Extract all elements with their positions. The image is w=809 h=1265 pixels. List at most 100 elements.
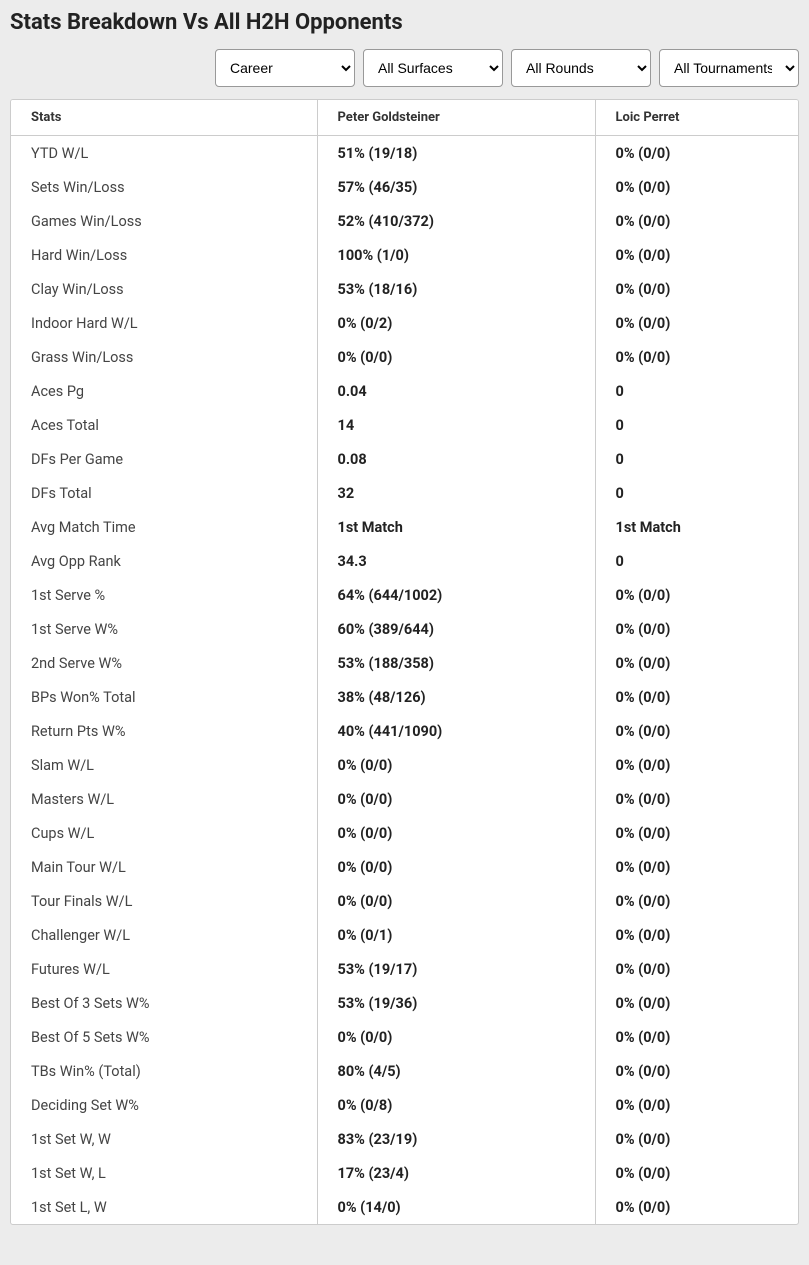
filter-surfaces-select[interactable]: All Surfaces	[363, 49, 503, 87]
stat-value-player2: 0% (0/0)	[595, 272, 798, 306]
col-header-player2: Loic Perret	[595, 100, 798, 136]
stat-value-player2: 0	[595, 374, 798, 408]
filter-tournaments-select[interactable]: All Tournaments	[659, 49, 799, 87]
stat-value-player2: 0% (0/0)	[595, 578, 798, 612]
table-row: 1st Serve W%60% (389/644)0% (0/0)	[11, 612, 798, 646]
table-row: TBs Win% (Total)80% (4/5)0% (0/0)	[11, 1054, 798, 1088]
stat-value-player1: 0% (0/0)	[317, 748, 595, 782]
stat-value-player2: 0% (0/0)	[595, 646, 798, 680]
table-row: Deciding Set W%0% (0/8)0% (0/0)	[11, 1088, 798, 1122]
table-row: Avg Match Time1st Match1st Match	[11, 510, 798, 544]
stat-label: DFs Total	[11, 476, 317, 510]
stat-label: Futures W/L	[11, 952, 317, 986]
stat-value-player2: 0% (0/0)	[595, 340, 798, 374]
stats-table-wrap: Stats Peter Goldsteiner Loic Perret YTD …	[10, 99, 799, 1225]
table-row: 1st Set L, W0% (14/0)0% (0/0)	[11, 1190, 798, 1224]
stat-label: Cups W/L	[11, 816, 317, 850]
stat-value-player2: 0	[595, 442, 798, 476]
filter-career-select[interactable]: Career	[215, 49, 355, 87]
stat-label: Indoor Hard W/L	[11, 306, 317, 340]
stat-label: 1st Serve W%	[11, 612, 317, 646]
table-row: Best Of 3 Sets W%53% (19/36)0% (0/0)	[11, 986, 798, 1020]
table-row: 1st Serve %64% (644/1002)0% (0/0)	[11, 578, 798, 612]
stat-label: Avg Opp Rank	[11, 544, 317, 578]
stats-tbody: YTD W/L51% (19/18)0% (0/0)Sets Win/Loss5…	[11, 136, 798, 1225]
stat-value-player2: 0% (0/0)	[595, 850, 798, 884]
filters-row: Career All Surfaces All Rounds All Tourn…	[10, 49, 799, 87]
page-title: Stats Breakdown Vs All H2H Opponents	[10, 10, 799, 35]
stat-value-player1: 57% (46/35)	[317, 170, 595, 204]
stat-value-player2: 0% (0/0)	[595, 884, 798, 918]
table-row: BPs Won% Total38% (48/126)0% (0/0)	[11, 680, 798, 714]
stat-value-player2: 0% (0/0)	[595, 1156, 798, 1190]
table-row: Tour Finals W/L0% (0/0)0% (0/0)	[11, 884, 798, 918]
stat-value-player1: 60% (389/644)	[317, 612, 595, 646]
stat-value-player1: 53% (19/17)	[317, 952, 595, 986]
stat-value-player2: 0% (0/0)	[595, 136, 798, 171]
stat-value-player1: 0% (0/8)	[317, 1088, 595, 1122]
stat-value-player2: 0% (0/0)	[595, 238, 798, 272]
table-row: Indoor Hard W/L0% (0/2)0% (0/0)	[11, 306, 798, 340]
table-row: Aces Pg0.040	[11, 374, 798, 408]
stat-label: Slam W/L	[11, 748, 317, 782]
stat-label: Avg Match Time	[11, 510, 317, 544]
table-row: Main Tour W/L0% (0/0)0% (0/0)	[11, 850, 798, 884]
stat-label: Main Tour W/L	[11, 850, 317, 884]
filter-rounds-select[interactable]: All Rounds	[511, 49, 651, 87]
stat-value-player1: 80% (4/5)	[317, 1054, 595, 1088]
col-header-player1: Peter Goldsteiner	[317, 100, 595, 136]
stat-label: Games Win/Loss	[11, 204, 317, 238]
stat-value-player1: 0% (0/0)	[317, 1020, 595, 1054]
stat-value-player1: 38% (48/126)	[317, 680, 595, 714]
stat-value-player1: 52% (410/372)	[317, 204, 595, 238]
stat-value-player1: 53% (188/358)	[317, 646, 595, 680]
stat-value-player2: 0% (0/0)	[595, 1054, 798, 1088]
stat-value-player1: 83% (23/19)	[317, 1122, 595, 1156]
table-row: Futures W/L53% (19/17)0% (0/0)	[11, 952, 798, 986]
stat-value-player2: 0% (0/0)	[595, 1190, 798, 1224]
stat-value-player2: 0% (0/0)	[595, 782, 798, 816]
table-row: Slam W/L0% (0/0)0% (0/0)	[11, 748, 798, 782]
stat-value-player1: 0% (0/0)	[317, 884, 595, 918]
stat-label: Clay Win/Loss	[11, 272, 317, 306]
stat-label: Aces Total	[11, 408, 317, 442]
table-row: DFs Total320	[11, 476, 798, 510]
stat-value-player1: 32	[317, 476, 595, 510]
stat-label: Challenger W/L	[11, 918, 317, 952]
table-row: Sets Win/Loss57% (46/35)0% (0/0)	[11, 170, 798, 204]
stat-value-player1: 0% (0/0)	[317, 340, 595, 374]
table-row: Return Pts W%40% (441/1090)0% (0/0)	[11, 714, 798, 748]
stat-label: Aces Pg	[11, 374, 317, 408]
stat-label: TBs Win% (Total)	[11, 1054, 317, 1088]
stat-label: Best Of 5 Sets W%	[11, 1020, 317, 1054]
stat-value-player2: 0% (0/0)	[595, 714, 798, 748]
stat-label: 1st Set W, W	[11, 1122, 317, 1156]
stat-value-player2: 0% (0/0)	[595, 748, 798, 782]
stats-breakdown-panel: Stats Breakdown Vs All H2H Opponents Car…	[10, 10, 799, 1225]
stat-value-player2: 0	[595, 544, 798, 578]
stat-value-player1: 100% (1/0)	[317, 238, 595, 272]
table-row: Best Of 5 Sets W%0% (0/0)0% (0/0)	[11, 1020, 798, 1054]
stat-label: Masters W/L	[11, 782, 317, 816]
stat-value-player2: 0% (0/0)	[595, 1088, 798, 1122]
stat-label: DFs Per Game	[11, 442, 317, 476]
table-row: 1st Set W, W83% (23/19)0% (0/0)	[11, 1122, 798, 1156]
stat-label: Deciding Set W%	[11, 1088, 317, 1122]
table-row: Hard Win/Loss100% (1/0)0% (0/0)	[11, 238, 798, 272]
stat-value-player1: 0% (0/0)	[317, 850, 595, 884]
stat-label: 1st Set L, W	[11, 1190, 317, 1224]
table-row: Avg Opp Rank34.30	[11, 544, 798, 578]
stat-value-player1: 0% (0/1)	[317, 918, 595, 952]
stat-value-player1: 34.3	[317, 544, 595, 578]
table-header-row: Stats Peter Goldsteiner Loic Perret	[11, 100, 798, 136]
stat-value-player1: 1st Match	[317, 510, 595, 544]
stat-value-player2: 0% (0/0)	[595, 1122, 798, 1156]
table-row: Clay Win/Loss53% (18/16)0% (0/0)	[11, 272, 798, 306]
stat-value-player2: 0% (0/0)	[595, 306, 798, 340]
stat-label: 2nd Serve W%	[11, 646, 317, 680]
stat-value-player2: 0% (0/0)	[595, 918, 798, 952]
stat-value-player1: 64% (644/1002)	[317, 578, 595, 612]
table-row: Aces Total140	[11, 408, 798, 442]
stat-value-player2: 0% (0/0)	[595, 952, 798, 986]
table-row: 2nd Serve W%53% (188/358)0% (0/0)	[11, 646, 798, 680]
